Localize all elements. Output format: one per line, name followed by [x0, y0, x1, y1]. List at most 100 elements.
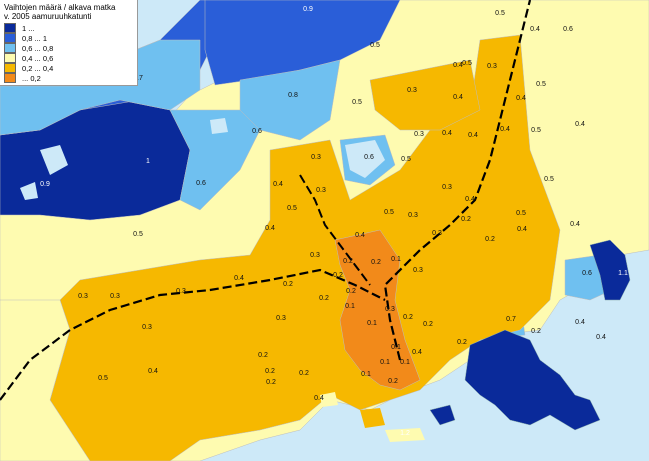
zone-value-label: 0.3: [316, 187, 326, 194]
zone-value-label: 0.4: [575, 319, 585, 326]
zone-value-label: 0.1: [345, 303, 355, 310]
legend-swatch: [4, 73, 16, 83]
islet: [360, 408, 385, 428]
legend-label: 0,8 ... 1: [22, 33, 48, 43]
zone-value-label: 0.5: [133, 231, 143, 238]
zone-value-label: 0.4: [570, 221, 580, 228]
zone-value-label: 0.4: [273, 181, 283, 188]
zone-region-pale-southwest: [0, 299, 91, 461]
zone-value-label: 0.2: [343, 258, 353, 265]
lake: [345, 140, 385, 178]
zone-value-label: 0.8: [288, 92, 298, 99]
zone-value-label: 0.5: [495, 10, 505, 17]
legend-row: 0,2 ... 0,4: [4, 63, 133, 73]
zone-value-label: 0.2: [299, 370, 309, 377]
lake: [20, 182, 38, 200]
zone-value-label: 0.6: [563, 26, 573, 33]
zone-region-darkblue-islands: [464, 329, 601, 431]
lake: [40, 145, 68, 175]
zone-value-label: 0.2: [346, 288, 356, 295]
legend-items: 1 ... 0,8 ... 1 0,6 ... 0,8 0,4 ... 0,6 0,2 …: [4, 23, 133, 83]
zone-value-label: 0.2: [457, 339, 467, 346]
zone-value-label: 0.4: [442, 130, 452, 137]
zone-value-label: 0.3: [78, 293, 88, 300]
zone-value-label: 0.2: [371, 259, 381, 266]
legend-row: ... 0,2: [4, 73, 133, 83]
zone-value-label: 0.2: [423, 321, 433, 328]
zone-value-label: 0.4: [500, 126, 510, 133]
zone-value-label: 0.3: [176, 288, 186, 295]
zone-value-label: 1: [146, 158, 150, 165]
zone-value-label: 0.4: [148, 368, 158, 375]
railway-line-branch: [299, 174, 371, 286]
zone-value-label: 0.1: [391, 256, 401, 263]
zone-value-label: 0.5: [287, 205, 297, 212]
zone-value-label: 0.2: [258, 352, 268, 359]
zone-value-label: 0.4: [516, 95, 526, 102]
zone-value-label: 0.3: [276, 315, 286, 322]
islet: [385, 428, 425, 442]
zone-value-label: 0.2: [333, 272, 343, 279]
zone-value-label: 0.3: [487, 63, 497, 70]
legend-row: 0,6 ... 0,8: [4, 43, 133, 53]
zone-value-label: 0.1: [391, 344, 401, 351]
zone-region-yellow-north: [369, 59, 481, 131]
zone-value-label: 1.1: [618, 270, 628, 277]
zone-value-label: 0.5: [352, 99, 362, 106]
legend-label: 0,4 ... 0,6: [22, 53, 54, 63]
map-legend: Vaihtojen määrä / alkava matka v. 2005 a…: [0, 0, 138, 86]
zone-value-label: 0.6: [582, 270, 592, 277]
legend-swatch: [4, 23, 16, 33]
zone-value-label: 0.2: [266, 379, 276, 386]
zone-value-label: 0.5: [370, 42, 380, 49]
zone-value-label: 0.1: [380, 359, 390, 366]
zone-value-label: 0.3: [432, 230, 442, 237]
zone-value-label: 0.4: [453, 94, 463, 101]
zone-value-label: 0.3: [407, 87, 417, 94]
zone-value-label: 0.4: [517, 226, 527, 233]
zone-value-label: 0.5: [516, 210, 526, 217]
zone-value-label: 0.2: [265, 368, 275, 375]
legend-row: 0,4 ... 0,6: [4, 53, 133, 63]
zone-value-label: 0.6: [196, 180, 206, 187]
zone-value-label: 0.3: [442, 184, 452, 191]
islet: [320, 392, 338, 407]
zone-value-label: 0.4: [465, 196, 475, 203]
legend-row: 0,8 ... 1: [4, 33, 133, 43]
zone-value-label: 0.2: [485, 236, 495, 243]
zone-value-label: 0.3: [311, 154, 321, 161]
zone-value-label: 0.4: [355, 232, 365, 239]
zone-value-label: 0.4: [453, 62, 463, 69]
zone-value-label: 0.3: [408, 212, 418, 219]
legend-label: 0,6 ... 0,8: [22, 43, 54, 53]
zone-value-label: 0.3: [310, 252, 320, 259]
zone-value-label: 0.6: [364, 154, 374, 161]
zone-value-label: 0.1: [367, 320, 377, 327]
zone-value-label: 0.4: [468, 132, 478, 139]
legend-swatch: [4, 53, 16, 63]
legend-label: 1 ...: [22, 23, 35, 33]
legend-label: 0,2 ... 0,4: [22, 63, 54, 73]
zone-value-labels: 0.90.50.4 0.60.50.70.30.80.4 0.50.50.30.4 0…: [40, 6, 628, 437]
zone-value-label: 0.1: [361, 371, 371, 378]
zone-value-label: 0.5: [531, 127, 541, 134]
zone-value-label: 0.1: [400, 359, 410, 366]
zone-value-label: 0.4: [265, 225, 275, 232]
zone-value-label: 0.4: [412, 349, 422, 356]
zone-value-label: 0.9: [40, 181, 50, 188]
legend-title-line2: v. 2005 aamuruuhkatunti: [4, 12, 92, 21]
zone-value-label: 0.4: [234, 275, 244, 282]
legend-swatch: [4, 43, 16, 53]
zone-value-label: 0.3: [385, 306, 395, 313]
zone-value-label: 1.2: [400, 430, 410, 437]
zone-value-label: 0.2: [531, 328, 541, 335]
zone-value-label: 0.2: [319, 295, 329, 302]
zone-value-label: 0.9: [303, 6, 313, 13]
zone-value-label: 0.4: [530, 26, 540, 33]
zone-value-label: 0.7: [133, 75, 143, 82]
legend-swatch: [4, 63, 16, 73]
zone-region-darkblue-islet-a: [429, 404, 456, 426]
legend-row: 1 ...: [4, 23, 133, 33]
zone-value-label: 0.3: [142, 324, 152, 331]
